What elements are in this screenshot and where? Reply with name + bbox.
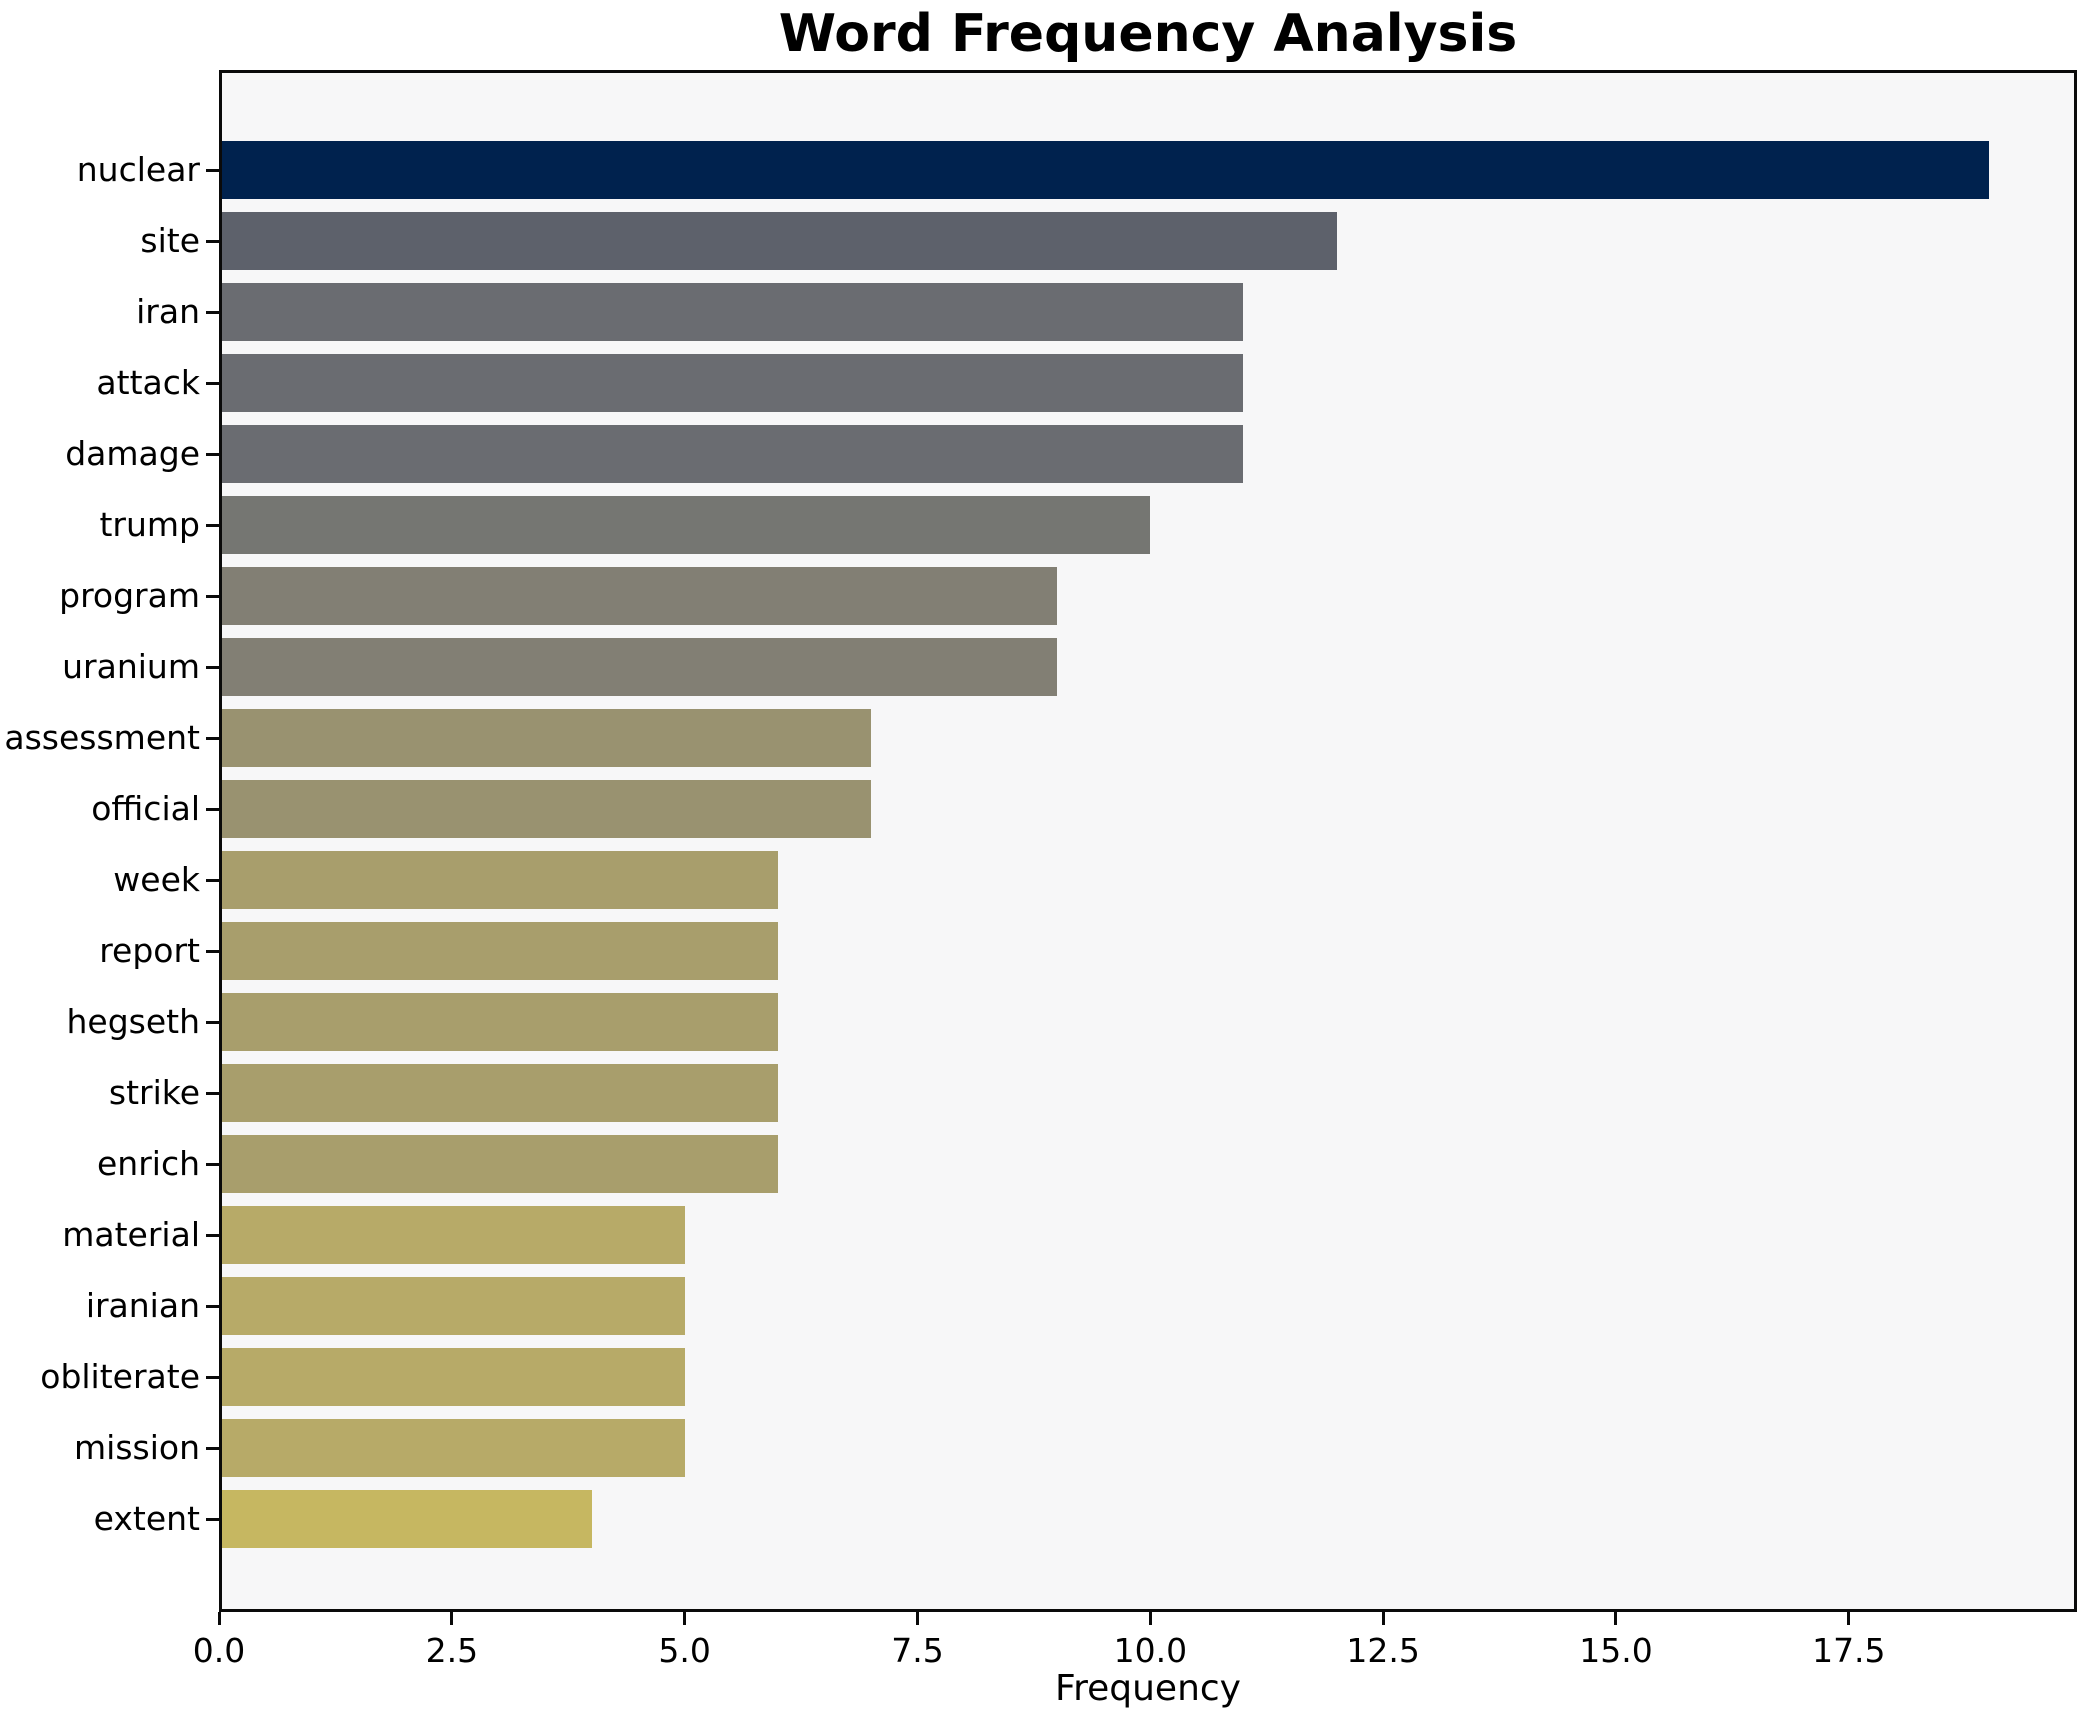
y-tick-mark (206, 382, 219, 385)
x-tick-mark (683, 1612, 687, 1625)
y-tick-mark (206, 169, 219, 172)
bar-iranian (219, 1277, 685, 1335)
bar-obliterate (219, 1348, 685, 1406)
x-tick-mark (217, 1612, 221, 1625)
bar-program (219, 567, 1058, 625)
bar-trump (219, 496, 1151, 554)
bar-site (219, 212, 1337, 270)
x-tick-mark (450, 1612, 454, 1625)
bar-extent (219, 1490, 592, 1548)
x-tick-label-7.5: 7.5 (891, 1631, 944, 1670)
bar-damage (219, 425, 1244, 483)
bar-iran (219, 283, 1244, 341)
bar-strike (219, 1064, 778, 1122)
y-category-label-report: report (99, 931, 200, 970)
y-tick-mark (206, 453, 219, 456)
y-tick-mark (206, 879, 219, 882)
y-category-label-attack: attack (96, 363, 200, 402)
bar-nuclear (219, 141, 1989, 199)
y-category-label-nuclear: nuclear (76, 150, 200, 189)
y-category-label-strike: strike (108, 1073, 200, 1112)
y-tick-mark (206, 950, 219, 953)
y-category-label-extent: extent (93, 1499, 200, 1538)
y-category-label-obliterate: obliterate (40, 1357, 200, 1396)
bar-report (219, 922, 778, 980)
bar-week (219, 851, 778, 909)
y-tick-mark (206, 1447, 219, 1450)
y-tick-mark (206, 311, 219, 314)
y-tick-mark (206, 595, 219, 598)
y-category-label-mission: mission (74, 1428, 200, 1467)
y-tick-mark (206, 666, 219, 669)
y-category-label-site: site (140, 221, 200, 260)
bar-attack (219, 354, 1244, 412)
x-tick-mark (1381, 1612, 1385, 1625)
y-category-label-official: official (91, 789, 200, 828)
x-tick-label-12.5: 12.5 (1346, 1631, 1420, 1670)
y-category-label-week: week (113, 860, 200, 899)
x-tick-mark (1148, 1612, 1152, 1625)
y-category-label-material: material (62, 1215, 200, 1254)
y-tick-mark (206, 1021, 219, 1024)
y-tick-mark (206, 1092, 219, 1095)
x-tick-mark (1847, 1612, 1851, 1625)
y-category-label-hegseth: hegseth (66, 1002, 200, 1041)
bar-assessment (219, 709, 871, 767)
y-category-label-trump: trump (99, 505, 200, 544)
bars-layer (219, 70, 2077, 1612)
y-category-label-program: program (59, 576, 200, 615)
x-tick-label-0.0: 0.0 (192, 1631, 246, 1670)
bar-hegseth (219, 993, 778, 1051)
x-tick-label-15.0: 15.0 (1579, 1631, 1653, 1670)
x-tick-mark (915, 1612, 919, 1625)
y-tick-mark (206, 1376, 219, 1379)
chart-title: Word Frequency Analysis (778, 4, 1518, 64)
x-tick-label-17.5: 17.5 (1812, 1631, 1886, 1670)
x-axis-title: Frequency (1055, 1668, 1241, 1709)
y-category-label-iranian: iranian (85, 1286, 200, 1325)
y-category-label-uranium: uranium (62, 647, 200, 686)
y-tick-mark (206, 1234, 219, 1237)
y-tick-mark (206, 808, 219, 811)
bar-official (219, 780, 871, 838)
y-category-label-enrich: enrich (96, 1144, 200, 1183)
y-tick-mark (206, 524, 219, 527)
bar-enrich (219, 1135, 778, 1193)
bar-material (219, 1206, 685, 1264)
y-tick-mark (206, 240, 219, 243)
x-tick-label-5.0: 5.0 (658, 1631, 711, 1670)
bar-mission (219, 1419, 685, 1477)
y-category-label-damage: damage (65, 434, 200, 473)
y-tick-mark (206, 1163, 219, 1166)
x-tick-label-10.0: 10.0 (1113, 1631, 1188, 1670)
x-tick-mark (1614, 1612, 1618, 1625)
y-category-label-iran: iran (136, 292, 200, 331)
y-tick-mark (206, 737, 219, 740)
y-tick-mark (206, 1518, 219, 1521)
y-tick-mark (206, 1305, 219, 1308)
x-tick-label-2.5: 2.5 (425, 1631, 479, 1670)
bar-uranium (219, 638, 1058, 696)
y-category-label-assessment: assessment (4, 718, 200, 757)
